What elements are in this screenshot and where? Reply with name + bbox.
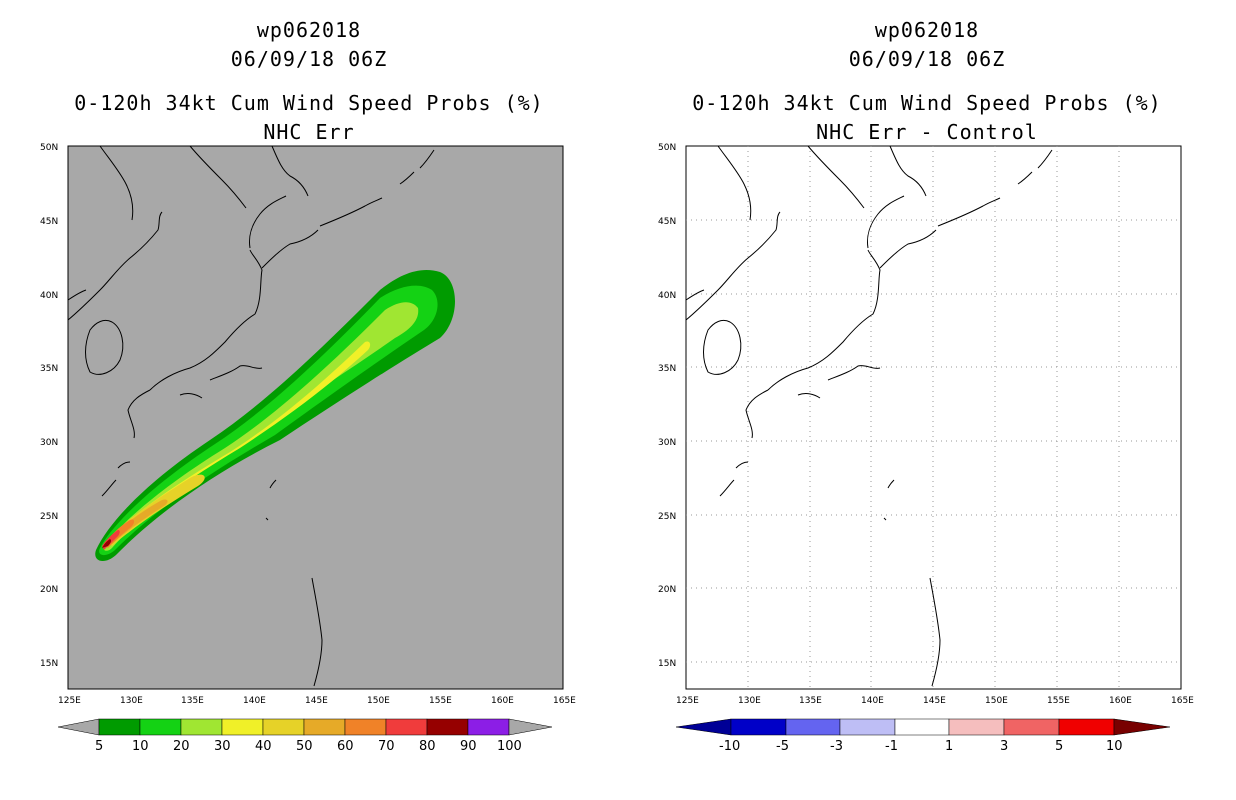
lat-axis: 50N 45N 40N 35N 30N 25N 20N 15N bbox=[658, 143, 676, 669]
coastlines bbox=[685, 145, 1053, 687]
product-subtitle: NHC Err - Control bbox=[816, 120, 1038, 144]
lon-label-130E: 130E bbox=[738, 696, 761, 706]
lon-axis: 125E 130E 135E 140E 145E 150E 155E 160E … bbox=[676, 696, 1194, 706]
lon-label-140E: 140E bbox=[243, 696, 266, 706]
colorbar-bin bbox=[262, 718, 305, 736]
colorbar-bin bbox=[221, 718, 264, 736]
difference-map: 50N 45N 40N 35N 30N 25N 20N 15N 125E 130… bbox=[658, 143, 1194, 754]
colorbar-label: 60 bbox=[337, 739, 354, 754]
colorbar-label: -1 bbox=[885, 739, 898, 754]
colorbar-bin bbox=[730, 718, 787, 736]
lat-label-45N: 45N bbox=[658, 217, 676, 227]
lat-label-50N: 50N bbox=[40, 143, 58, 153]
colorbar-label: 1 bbox=[945, 739, 953, 754]
left-panel: wp062018 06/09/18 06Z 0-120h 34kt Cum Wi… bbox=[40, 18, 576, 754]
lon-label-160E: 160E bbox=[1109, 696, 1132, 706]
lat-label-35N: 35N bbox=[40, 364, 58, 374]
colorbar-label: 3 bbox=[1000, 739, 1008, 754]
lat-label-25N: 25N bbox=[658, 512, 676, 522]
probability-swath bbox=[95, 270, 456, 562]
product-subtitle: NHC Err bbox=[263, 120, 355, 144]
lat-label-35N: 35N bbox=[658, 364, 676, 374]
colorbar-bin bbox=[467, 718, 510, 736]
lon-label-135E: 135E bbox=[181, 696, 204, 706]
product-title: 0-120h 34kt Cum Wind Speed Probs (%) bbox=[74, 91, 544, 115]
lat-axis: 50N 45N 40N 35N 30N 25N 20N 15N bbox=[40, 143, 58, 669]
colorbar-label: 70 bbox=[378, 739, 395, 754]
lon-label-150E: 150E bbox=[367, 696, 390, 706]
colorbar-label: -3 bbox=[830, 739, 843, 754]
lon-label-145E: 145E bbox=[923, 696, 946, 706]
lat-label-50N: 50N bbox=[658, 143, 676, 153]
graticule bbox=[686, 146, 1181, 689]
lat-label-40N: 40N bbox=[658, 291, 676, 301]
lat-label-40N: 40N bbox=[40, 291, 58, 301]
map-background bbox=[685, 145, 1182, 690]
lat-label-20N: 20N bbox=[40, 585, 58, 595]
lat-label-15N: 15N bbox=[40, 659, 58, 669]
colorbar-label: 30 bbox=[214, 739, 231, 754]
lat-label-45N: 45N bbox=[40, 217, 58, 227]
colorbar-bin bbox=[1058, 718, 1115, 736]
colorbar-label: 10 bbox=[132, 739, 149, 754]
colorbar-label: -10 bbox=[719, 739, 740, 754]
colorbar-bin bbox=[1003, 718, 1060, 736]
lon-label-165E: 165E bbox=[553, 696, 576, 706]
colorbar-bin bbox=[948, 718, 1005, 736]
map-background bbox=[67, 145, 564, 690]
colorbar-label: 20 bbox=[173, 739, 190, 754]
colorbar-left: 5 10 20 30 40 50 60 70 80 90 100 bbox=[57, 718, 553, 754]
lon-axis: 125E 130E 135E 140E 145E 150E 155E 160E … bbox=[58, 696, 576, 706]
colorbar-bin bbox=[839, 718, 896, 736]
storm-id: wp062018 bbox=[874, 18, 980, 42]
colorbar-bin bbox=[344, 718, 387, 736]
colorbar-label: 5 bbox=[1055, 739, 1063, 754]
colorbar-label: 10 bbox=[1106, 739, 1123, 754]
lat-label-30N: 30N bbox=[658, 438, 676, 448]
lat-label-30N: 30N bbox=[40, 438, 58, 448]
colorbar-bin bbox=[303, 718, 346, 736]
colorbar-bin bbox=[385, 718, 428, 736]
colorbar-bin bbox=[426, 718, 469, 736]
lon-label-150E: 150E bbox=[985, 696, 1008, 706]
colorbar-bin bbox=[180, 718, 223, 736]
lon-label-135E: 135E bbox=[799, 696, 822, 706]
lon-label-160E: 160E bbox=[491, 696, 514, 706]
storm-id: wp062018 bbox=[256, 18, 362, 42]
colorbar-right: -10 -5 -3 -1 1 3 5 10 bbox=[675, 718, 1171, 754]
colorbar-label: 100 bbox=[497, 739, 522, 754]
lon-label-125E: 125E bbox=[676, 696, 699, 706]
colorbar-bin bbox=[785, 718, 841, 736]
lon-label-145E: 145E bbox=[305, 696, 328, 706]
colorbar-bin bbox=[98, 718, 141, 736]
colorbar-label: 80 bbox=[419, 739, 436, 754]
forecast-time: 06/09/18 06Z bbox=[848, 47, 1006, 71]
lat-label-20N: 20N bbox=[658, 585, 676, 595]
colorbar-bin bbox=[139, 718, 182, 736]
lon-label-165E: 165E bbox=[1171, 696, 1194, 706]
product-title: 0-120h 34kt Cum Wind Speed Probs (%) bbox=[692, 91, 1162, 115]
lat-label-15N: 15N bbox=[658, 659, 676, 669]
colorbar-label: -5 bbox=[776, 739, 789, 754]
colorbar-over-arrow bbox=[508, 718, 553, 736]
colorbar-under-arrow bbox=[675, 718, 732, 736]
colorbar-under-arrow bbox=[57, 718, 100, 736]
lon-label-125E: 125E bbox=[58, 696, 81, 706]
colorbar-label: 40 bbox=[255, 739, 272, 754]
colorbar-label: 90 bbox=[460, 739, 477, 754]
right-panel: wp062018 06/09/18 06Z 0-120h 34kt Cum Wi… bbox=[618, 0, 1236, 800]
colorbar-over-arrow bbox=[1113, 718, 1171, 736]
lon-label-130E: 130E bbox=[120, 696, 143, 706]
colorbar-label: 50 bbox=[296, 739, 313, 754]
coastlines bbox=[67, 145, 435, 687]
colorbar-bin bbox=[894, 718, 950, 736]
lat-label-25N: 25N bbox=[40, 512, 58, 522]
forecast-time: 06/09/18 06Z bbox=[230, 47, 388, 71]
lon-label-140E: 140E bbox=[861, 696, 884, 706]
colorbar-label: 5 bbox=[95, 739, 103, 754]
lon-label-155E: 155E bbox=[1047, 696, 1070, 706]
lon-label-155E: 155E bbox=[429, 696, 452, 706]
probability-map: 50N 45N 40N 35N 30N 25N 20N 15N 125E 130… bbox=[40, 143, 576, 754]
